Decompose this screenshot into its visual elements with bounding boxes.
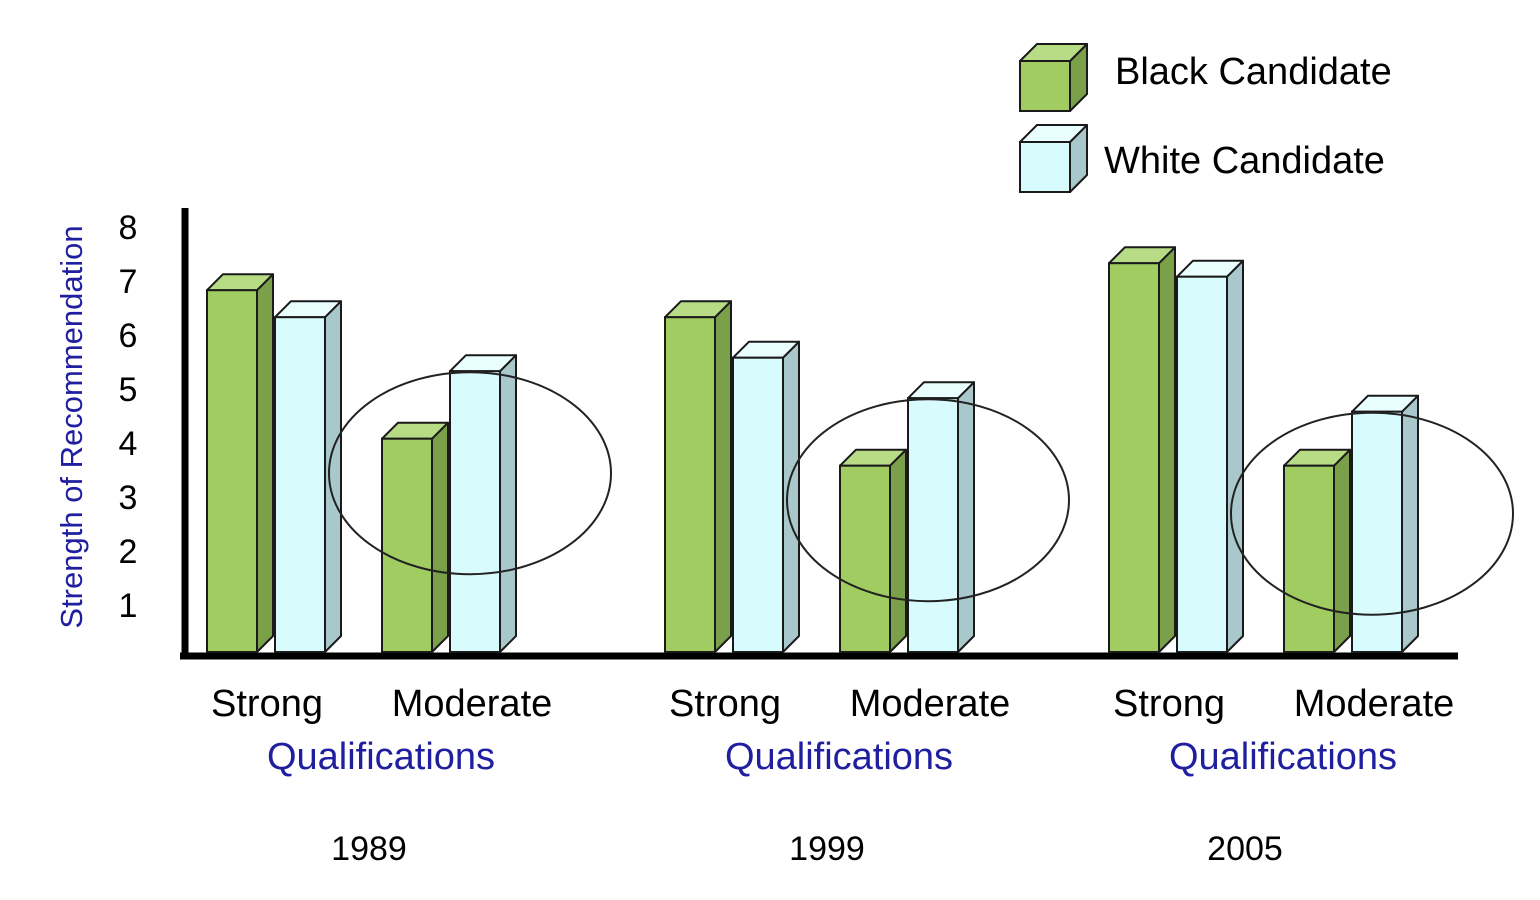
category-label-1989-moderate: Moderate xyxy=(392,683,553,725)
y-tick-8: 8 xyxy=(119,209,138,247)
year-label-1999: 1999 xyxy=(789,830,865,868)
bar-2005-strong-white-candidate xyxy=(1176,259,1244,653)
bars-layer xyxy=(206,246,1419,654)
legend-swatch-black-candidate xyxy=(1019,43,1088,112)
y-tick-labels: 1 2 3 4 5 6 7 8 xyxy=(119,209,138,625)
y-tick-6: 6 xyxy=(119,317,138,355)
bar-1989-moderate-white-candidate xyxy=(449,354,517,653)
group-label-1989: Qualifications xyxy=(267,736,495,778)
category-label-1999-moderate: Moderate xyxy=(850,683,1011,725)
category-label-2005-moderate: Moderate xyxy=(1294,683,1455,725)
highlight-circle-1989 xyxy=(328,371,612,576)
group-label-1999: Qualifications xyxy=(725,736,953,778)
legend-swatch-white-candidate xyxy=(1019,124,1088,193)
y-tick-2: 2 xyxy=(119,533,138,571)
bar-1989-strong-white-candidate xyxy=(274,300,342,653)
category-label-2005-strong: Strong xyxy=(1113,683,1225,725)
bar-1999-moderate-black-candidate xyxy=(839,448,907,654)
group-label-2005: Qualifications xyxy=(1169,736,1397,778)
bar-2005-moderate-white-candidate xyxy=(1351,394,1419,654)
legend-label-black-candidate: Black Candidate xyxy=(1115,51,1392,93)
bar-1989-moderate-black-candidate xyxy=(381,421,449,654)
highlight-circle-2005 xyxy=(1230,411,1514,616)
y-axis-label: Strength of Recommendation xyxy=(54,225,89,628)
bar-1989-strong-black-candidate xyxy=(206,273,274,653)
highlight-circles xyxy=(328,371,1514,616)
legend-label-white-candidate: White Candidate xyxy=(1104,140,1385,182)
y-tick-7: 7 xyxy=(119,263,138,301)
bar-1999-strong-black-candidate xyxy=(664,300,732,653)
year-label-1989: 1989 xyxy=(331,830,407,868)
year-label-2005: 2005 xyxy=(1207,830,1283,868)
y-tick-1: 1 xyxy=(119,587,138,625)
bar-2005-strong-black-candidate xyxy=(1108,246,1176,653)
bar-1999-moderate-white-candidate xyxy=(907,381,975,654)
highlight-circle-1999 xyxy=(786,398,1070,603)
y-tick-5: 5 xyxy=(119,371,138,409)
x-labels: Strong Moderate Qualifications 1989 Strong Mo… xyxy=(211,683,1454,868)
bar-1999-strong-white-candidate xyxy=(732,340,800,653)
category-label-1989-strong: Strong xyxy=(211,683,323,725)
category-label-1999-strong: Strong xyxy=(669,683,781,725)
y-tick-3: 3 xyxy=(119,479,138,517)
legend: Black Candidate White Candidate xyxy=(1019,43,1392,193)
bar-2005-moderate-black-candidate xyxy=(1283,448,1351,654)
y-tick-4: 4 xyxy=(119,425,138,463)
